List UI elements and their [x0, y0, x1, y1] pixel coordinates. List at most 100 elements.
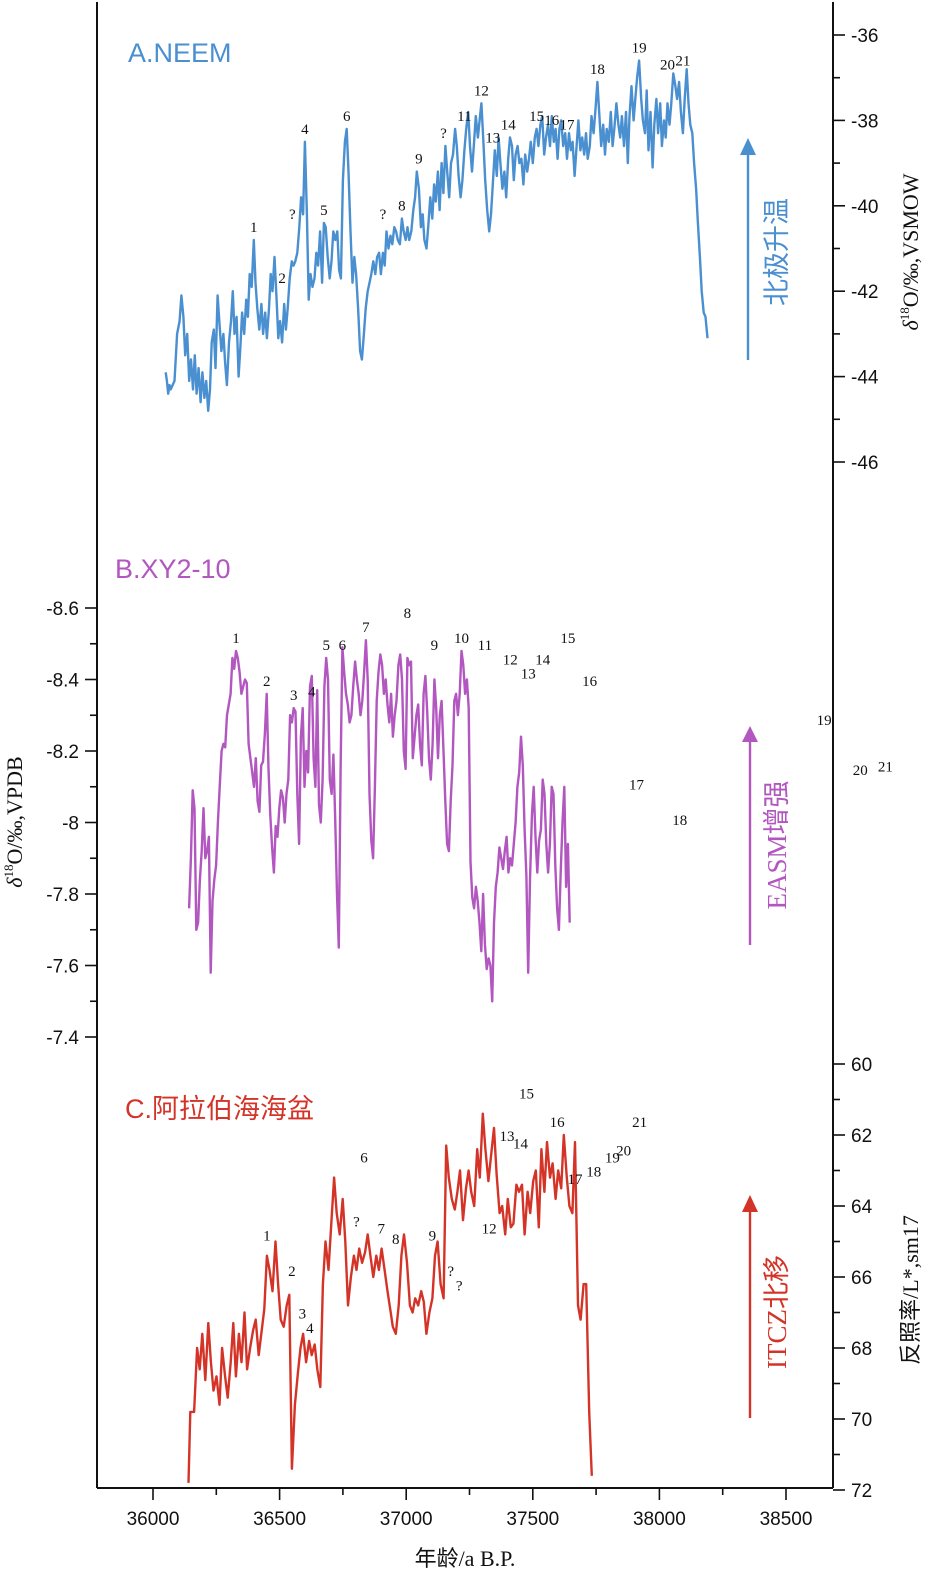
- y-tick-label: 72: [851, 1481, 872, 1502]
- y-tick-label: -8.4: [46, 671, 79, 692]
- panel-xy2-10-title: B.XY2-10: [115, 554, 231, 584]
- peak-label: 8: [392, 1232, 400, 1248]
- x-axis-title: 年龄/a B.P.: [415, 1546, 516, 1571]
- x-tick-label: 37000: [380, 1509, 433, 1530]
- peak-label: 8: [398, 199, 406, 215]
- peak-label: ?: [440, 126, 447, 142]
- peak-label: 3: [290, 688, 298, 704]
- y-tick-label: 66: [851, 1268, 872, 1289]
- peak-label: 15: [560, 631, 575, 647]
- y-tick-label: 68: [851, 1339, 872, 1360]
- peak-label: 20: [853, 763, 868, 779]
- peak-label: 6: [360, 1151, 368, 1167]
- neem-y-axis: -36 -38 -40 -42 -44 -46: [833, 26, 879, 474]
- y-tick-label: -7.8: [46, 885, 79, 906]
- panel-neem: A.NEEM -36-38-40-42-44-46 12?456?89?1112…: [128, 26, 923, 474]
- peak-label: 14: [501, 118, 517, 134]
- y-tick-label: -44: [851, 368, 879, 389]
- xy2-10-y-axis-main: O/‰,VPDB: [2, 756, 27, 864]
- peak-label: 19: [605, 1151, 620, 1167]
- peak-label: 13: [500, 1129, 515, 1145]
- peak-label: 21: [878, 760, 893, 776]
- peak-label: 16: [544, 113, 560, 129]
- xy2-10-y-axis-title: δ18O/‰,VPDB: [1, 756, 27, 887]
- peak-label: 12: [503, 652, 518, 668]
- x-tick-label: 38500: [760, 1509, 813, 1530]
- peak-label: 1: [263, 1229, 271, 1245]
- y-tick-label: -40: [851, 197, 878, 218]
- x-tick-label: 36000: [127, 1509, 180, 1530]
- peak-label: 17: [568, 1172, 584, 1188]
- peak-label: ?: [353, 1214, 360, 1230]
- peak-label: 5: [320, 203, 328, 219]
- arabian-sea-arrow-head: [742, 1195, 758, 1212]
- peak-label: ?: [456, 1278, 463, 1294]
- xy2-10-y-axis-delta: δ: [2, 877, 27, 888]
- peak-label: 1: [250, 220, 258, 236]
- peak-label: 13: [521, 667, 536, 683]
- peak-label: 16: [550, 1115, 566, 1131]
- arabian-sea-y-axis: 60 62 64 66 68 70 72: [833, 1055, 873, 1502]
- y-tick-label: -46: [851, 453, 878, 474]
- peak-label: 7: [362, 620, 370, 636]
- peak-label: 21: [632, 1115, 647, 1131]
- peak-label: 16: [582, 674, 598, 690]
- xy2-10-series-line: [187, 639, 571, 1003]
- xy2-10-annotation-label: EASM增强: [762, 780, 792, 909]
- peak-label: 19: [817, 713, 832, 729]
- peak-label: 18: [672, 813, 687, 829]
- panel-xy2-10: B.XY2-10 -8.6-8.4-8.2-8-7.8-7.6-7.4 123 4…: [1, 554, 893, 1049]
- peak-label: 4: [308, 685, 316, 701]
- peak-label: 14: [535, 652, 551, 668]
- peak-label: 15: [529, 109, 544, 125]
- peak-label: 9: [429, 1229, 437, 1245]
- peak-label: 12: [482, 1222, 497, 1238]
- arabian-sea-annotation: ITCZ北移: [742, 1195, 792, 1418]
- peak-label: ?: [380, 207, 387, 223]
- peak-label: 10: [454, 631, 469, 647]
- peak-label: 7: [377, 1222, 385, 1238]
- y-tick-label: -7.4: [46, 1028, 79, 1049]
- neem-y-axis-sup: 18: [897, 307, 912, 320]
- peak-label: 6: [339, 638, 347, 654]
- y-tick-label: -42: [851, 282, 878, 303]
- peak-label: 4: [301, 122, 309, 138]
- peak-label: 14: [513, 1136, 529, 1152]
- peak-label: ?: [289, 207, 296, 223]
- y-tick-label: -7.6: [46, 957, 79, 978]
- peak-label: 17: [560, 118, 576, 134]
- neem-arrow-head: [740, 138, 756, 155]
- arabian-sea-series-line: [187, 1112, 593, 1483]
- peak-label: 12: [474, 83, 489, 99]
- peak-label: 9: [431, 638, 439, 654]
- y-tick-label: -8: [62, 814, 79, 835]
- peak-label: 8: [404, 606, 412, 622]
- x-tick-label: 37500: [506, 1509, 559, 1530]
- peak-label: 4: [306, 1321, 314, 1337]
- xy2-10-annotation: EASM增强: [742, 726, 792, 945]
- peak-label: 20: [616, 1143, 631, 1159]
- xy2-10-y-axis: -8.6 -8.4 -8.2 -8 -7.8 -7.6 -7.4: [46, 599, 97, 1049]
- peak-label: 11: [457, 109, 471, 125]
- x-tick-label: 36500: [253, 1509, 306, 1530]
- peak-label: 17: [629, 778, 645, 794]
- peak-label: 21: [675, 53, 690, 69]
- peak-label: 5: [322, 638, 330, 654]
- peak-label: 19: [632, 41, 647, 57]
- neem-annotation: 北极升温: [740, 138, 792, 360]
- peak-label: 2: [263, 674, 271, 690]
- y-tick-label: 62: [851, 1126, 872, 1147]
- y-tick-label: -8.6: [46, 599, 79, 620]
- peak-label: 3: [299, 1307, 307, 1323]
- peak-label: 15: [519, 1087, 534, 1103]
- peak-label: 11: [478, 638, 492, 654]
- peak-label: ?: [447, 1264, 454, 1280]
- peak-label: 20: [660, 58, 675, 74]
- panel-neem-title: A.NEEM: [128, 38, 232, 68]
- peak-label: 1: [232, 631, 240, 647]
